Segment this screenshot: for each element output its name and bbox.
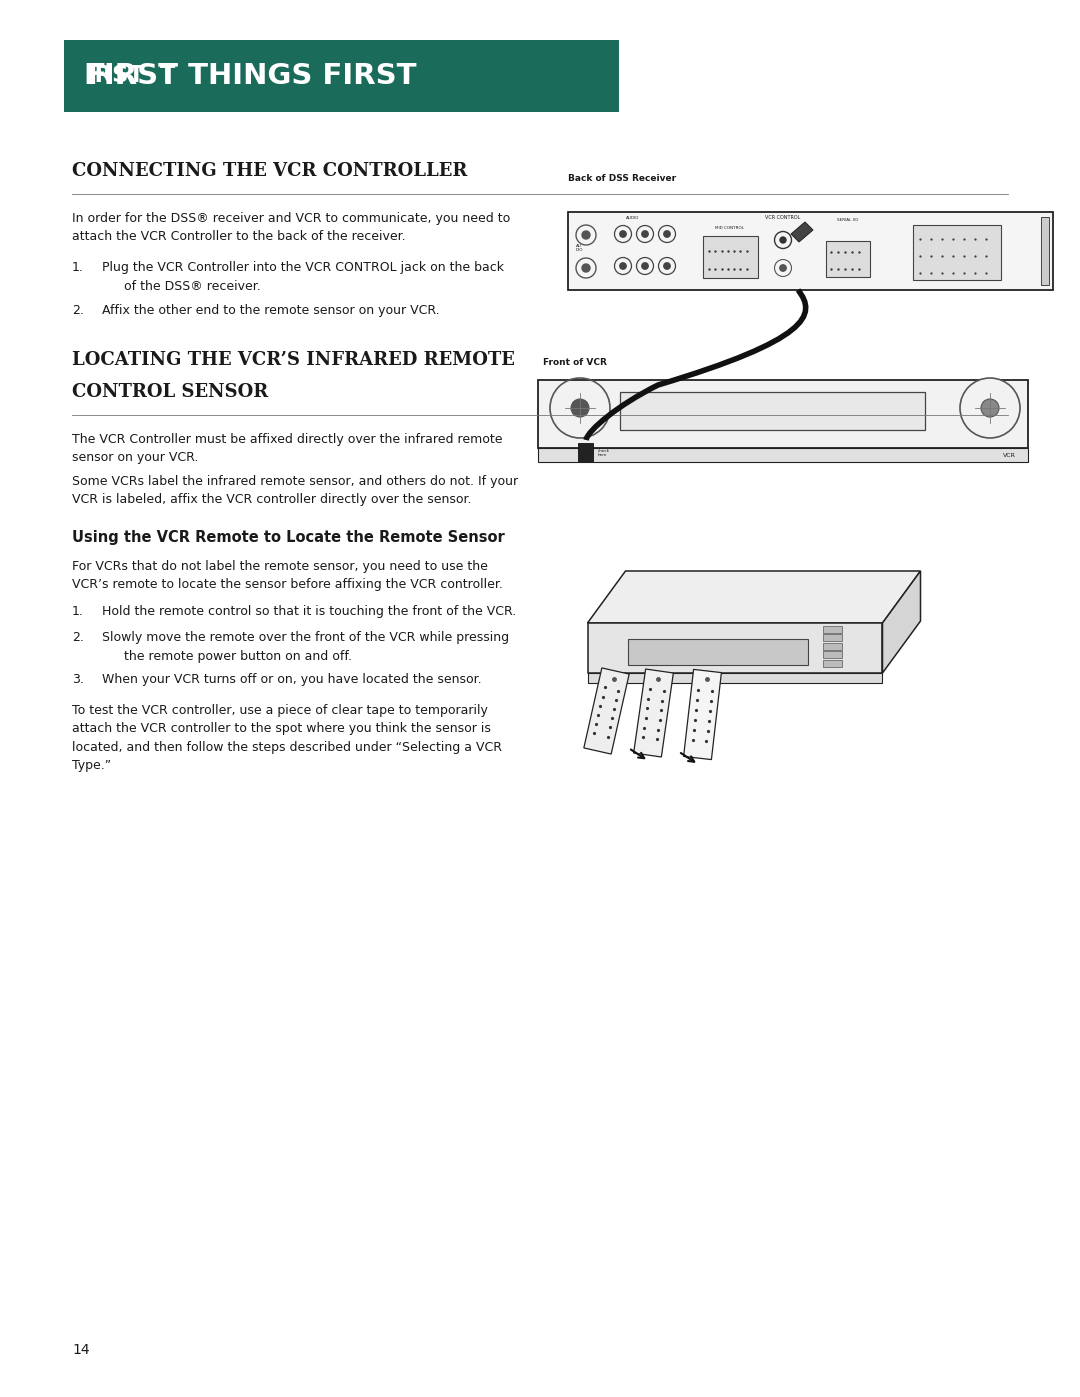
Text: AU
DIO: AU DIO [576, 243, 583, 253]
Text: Plug the VCR Controller into the VCR CONTROL jack on the back: Plug the VCR Controller into the VCR CON… [102, 261, 504, 274]
Text: MID CONTROL: MID CONTROL [715, 226, 744, 231]
Text: Affix the other end to the remote sensor on your VCR.: Affix the other end to the remote sensor… [102, 305, 440, 317]
Text: 2.: 2. [72, 631, 84, 644]
FancyBboxPatch shape [568, 212, 1053, 291]
Circle shape [960, 379, 1020, 439]
Text: F: F [86, 61, 106, 89]
Text: attach the VCR controller to the spot where you think the sensor is: attach the VCR controller to the spot wh… [72, 722, 491, 735]
Polygon shape [584, 668, 630, 754]
Text: Front of VCR: Front of VCR [543, 358, 607, 367]
FancyBboxPatch shape [627, 638, 808, 665]
FancyBboxPatch shape [823, 634, 842, 641]
Text: AUDIO: AUDIO [626, 217, 639, 219]
Circle shape [620, 231, 626, 237]
FancyBboxPatch shape [620, 393, 924, 430]
Text: CONNECTING THE VCR CONTROLLER: CONNECTING THE VCR CONTROLLER [72, 162, 468, 180]
FancyBboxPatch shape [578, 443, 593, 461]
Circle shape [780, 265, 786, 271]
Circle shape [664, 231, 671, 237]
Circle shape [582, 264, 590, 272]
FancyBboxPatch shape [823, 626, 842, 633]
Text: For VCRs that do not label the remote sensor, you need to use the: For VCRs that do not label the remote se… [72, 560, 488, 573]
Text: FIRST THINGS FIRST: FIRST THINGS FIRST [84, 61, 417, 89]
FancyBboxPatch shape [1041, 217, 1049, 285]
FancyBboxPatch shape [588, 673, 882, 683]
Text: 2.: 2. [72, 305, 84, 317]
Circle shape [642, 263, 648, 270]
Text: Hold the remote control so that it is touching the front of the VCR.: Hold the remote control so that it is to… [102, 605, 516, 617]
Text: 14: 14 [72, 1343, 90, 1356]
FancyBboxPatch shape [913, 225, 1001, 279]
FancyBboxPatch shape [823, 643, 842, 650]
Text: In order for the DSS® receiver and VCR to communicate, you need to: In order for the DSS® receiver and VCR t… [72, 212, 510, 225]
Polygon shape [634, 669, 673, 757]
FancyBboxPatch shape [538, 380, 1028, 448]
Circle shape [582, 231, 590, 239]
Text: SERIAL I/O: SERIAL I/O [837, 218, 859, 222]
FancyBboxPatch shape [64, 41, 619, 112]
Text: located, and then follow the steps described under “Selecting a VCR: located, and then follow the steps descr… [72, 740, 502, 754]
Text: When your VCR turns off or on, you have located the sensor.: When your VCR turns off or on, you have … [102, 673, 482, 686]
Text: VCR: VCR [1003, 453, 1016, 457]
Text: the remote power button on and off.: the remote power button on and off. [124, 650, 352, 664]
Polygon shape [588, 623, 882, 673]
Text: 1.: 1. [72, 261, 84, 274]
Circle shape [571, 400, 589, 416]
Circle shape [620, 263, 626, 270]
Text: VCR’s remote to locate the sensor before affixing the VCR controller.: VCR’s remote to locate the sensor before… [72, 578, 503, 591]
Circle shape [981, 400, 999, 416]
Text: attach the VCR Controller to the back of the receiver.: attach the VCR Controller to the back of… [72, 231, 406, 243]
Text: sensor on your VCR.: sensor on your VCR. [72, 451, 199, 464]
Text: IRST  T: IRST T [86, 64, 175, 88]
Circle shape [664, 263, 671, 270]
Text: VCR is labeled, affix the VCR controller directly over the sensor.: VCR is labeled, affix the VCR controller… [72, 493, 472, 507]
Text: CONTROL SENSOR: CONTROL SENSOR [72, 383, 268, 401]
Text: Slowly move the remote over the front of the VCR while pressing: Slowly move the remote over the front of… [102, 631, 509, 644]
FancyBboxPatch shape [538, 448, 1028, 462]
Polygon shape [588, 571, 920, 623]
Text: 1.: 1. [72, 605, 84, 617]
Text: Back of DSS Receiver: Back of DSS Receiver [568, 175, 676, 183]
Text: Using the VCR Remote to Locate the Remote Sensor: Using the VCR Remote to Locate the Remot… [72, 529, 504, 545]
Polygon shape [684, 669, 721, 760]
Polygon shape [791, 222, 813, 242]
Text: Type.”: Type.” [72, 760, 111, 773]
Circle shape [780, 237, 786, 243]
Circle shape [642, 231, 648, 237]
Text: The VCR Controller must be affixed directly over the infrared remote: The VCR Controller must be affixed direc… [72, 433, 502, 446]
Text: check
here: check here [598, 448, 610, 457]
Text: of the DSS® receiver.: of the DSS® receiver. [124, 279, 260, 292]
FancyBboxPatch shape [826, 242, 870, 277]
FancyBboxPatch shape [823, 651, 842, 658]
FancyBboxPatch shape [703, 236, 758, 278]
Polygon shape [882, 571, 920, 673]
Text: Some VCRs label the infrared remote sensor, and others do not. If your: Some VCRs label the infrared remote sens… [72, 475, 518, 488]
FancyBboxPatch shape [823, 659, 842, 666]
Text: 3.: 3. [72, 673, 84, 686]
Text: To test the VCR controller, use a piece of clear tape to temporarily: To test the VCR controller, use a piece … [72, 704, 488, 717]
Text: VCR CONTROL: VCR CONTROL [766, 215, 800, 219]
Text: LOCATING THE VCR’S INFRARED REMOTE: LOCATING THE VCR’S INFRARED REMOTE [72, 351, 515, 369]
